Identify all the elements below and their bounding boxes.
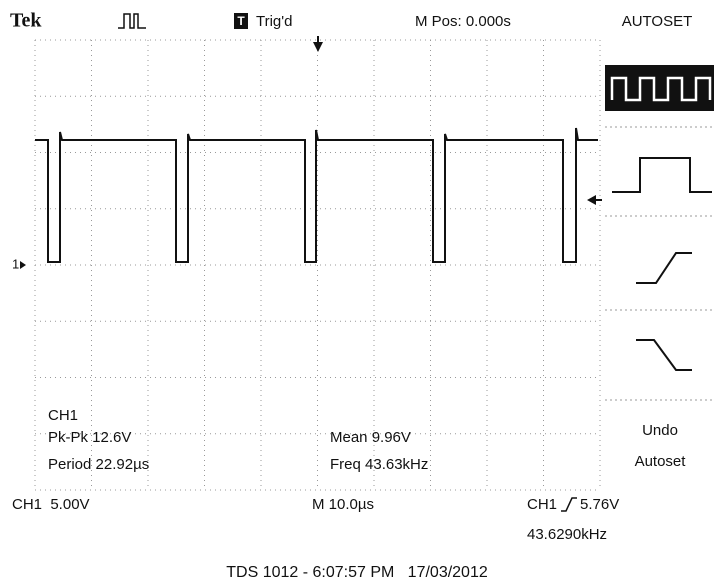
menu-option-selected[interactable] (605, 65, 714, 111)
falling-edge-icon[interactable] (636, 340, 692, 370)
single-cycle-icon[interactable] (612, 158, 712, 192)
trigger-level-marker (587, 195, 602, 205)
acquire-icon (118, 14, 146, 28)
oscilloscope-screen: Tek T Trig'd M Pos: 0.000s 1 AUTOSET Und… (0, 0, 714, 583)
measure-mean: Mean 9.96V (330, 429, 411, 446)
measure-channel: CH1 (48, 407, 78, 424)
trigger-icon: T (237, 14, 245, 28)
trigger-level: 5.76V (580, 496, 619, 513)
trigger-status: Trig'd (256, 13, 292, 30)
channel-scale: CH1 5.00V (12, 496, 90, 513)
waveform (35, 128, 598, 262)
trigger-freq: 43.6290kHz (527, 526, 607, 543)
logo: Tek (10, 10, 42, 32)
trigger-source: CH1 (527, 496, 557, 513)
graticule (35, 40, 600, 490)
channel-marker: 1 (12, 256, 19, 271)
timebase: M 10.0µs (312, 496, 374, 513)
footer: TDS 1012 - 6:07:57 PM 17/03/2012 (226, 564, 488, 581)
rising-edge-icon[interactable] (636, 253, 692, 283)
undo-label[interactable]: Undo (642, 422, 678, 439)
channel-marker-arrow (20, 261, 26, 269)
trigger-slope-icon (561, 498, 577, 511)
undo-label[interactable]: Autoset (635, 453, 687, 470)
measure-period: Period 22.92µs (48, 456, 149, 473)
measure-pk-pk: Pk-Pk 12.6V (48, 429, 131, 446)
measure-freq: Freq 43.63kHz (330, 456, 428, 473)
trigger-position-marker (313, 36, 323, 52)
menu-title: AUTOSET (622, 13, 693, 30)
position: M Pos: 0.000s (415, 13, 511, 30)
page: {"header": {"logo": "Tek", "trigger_icon… (0, 0, 714, 583)
